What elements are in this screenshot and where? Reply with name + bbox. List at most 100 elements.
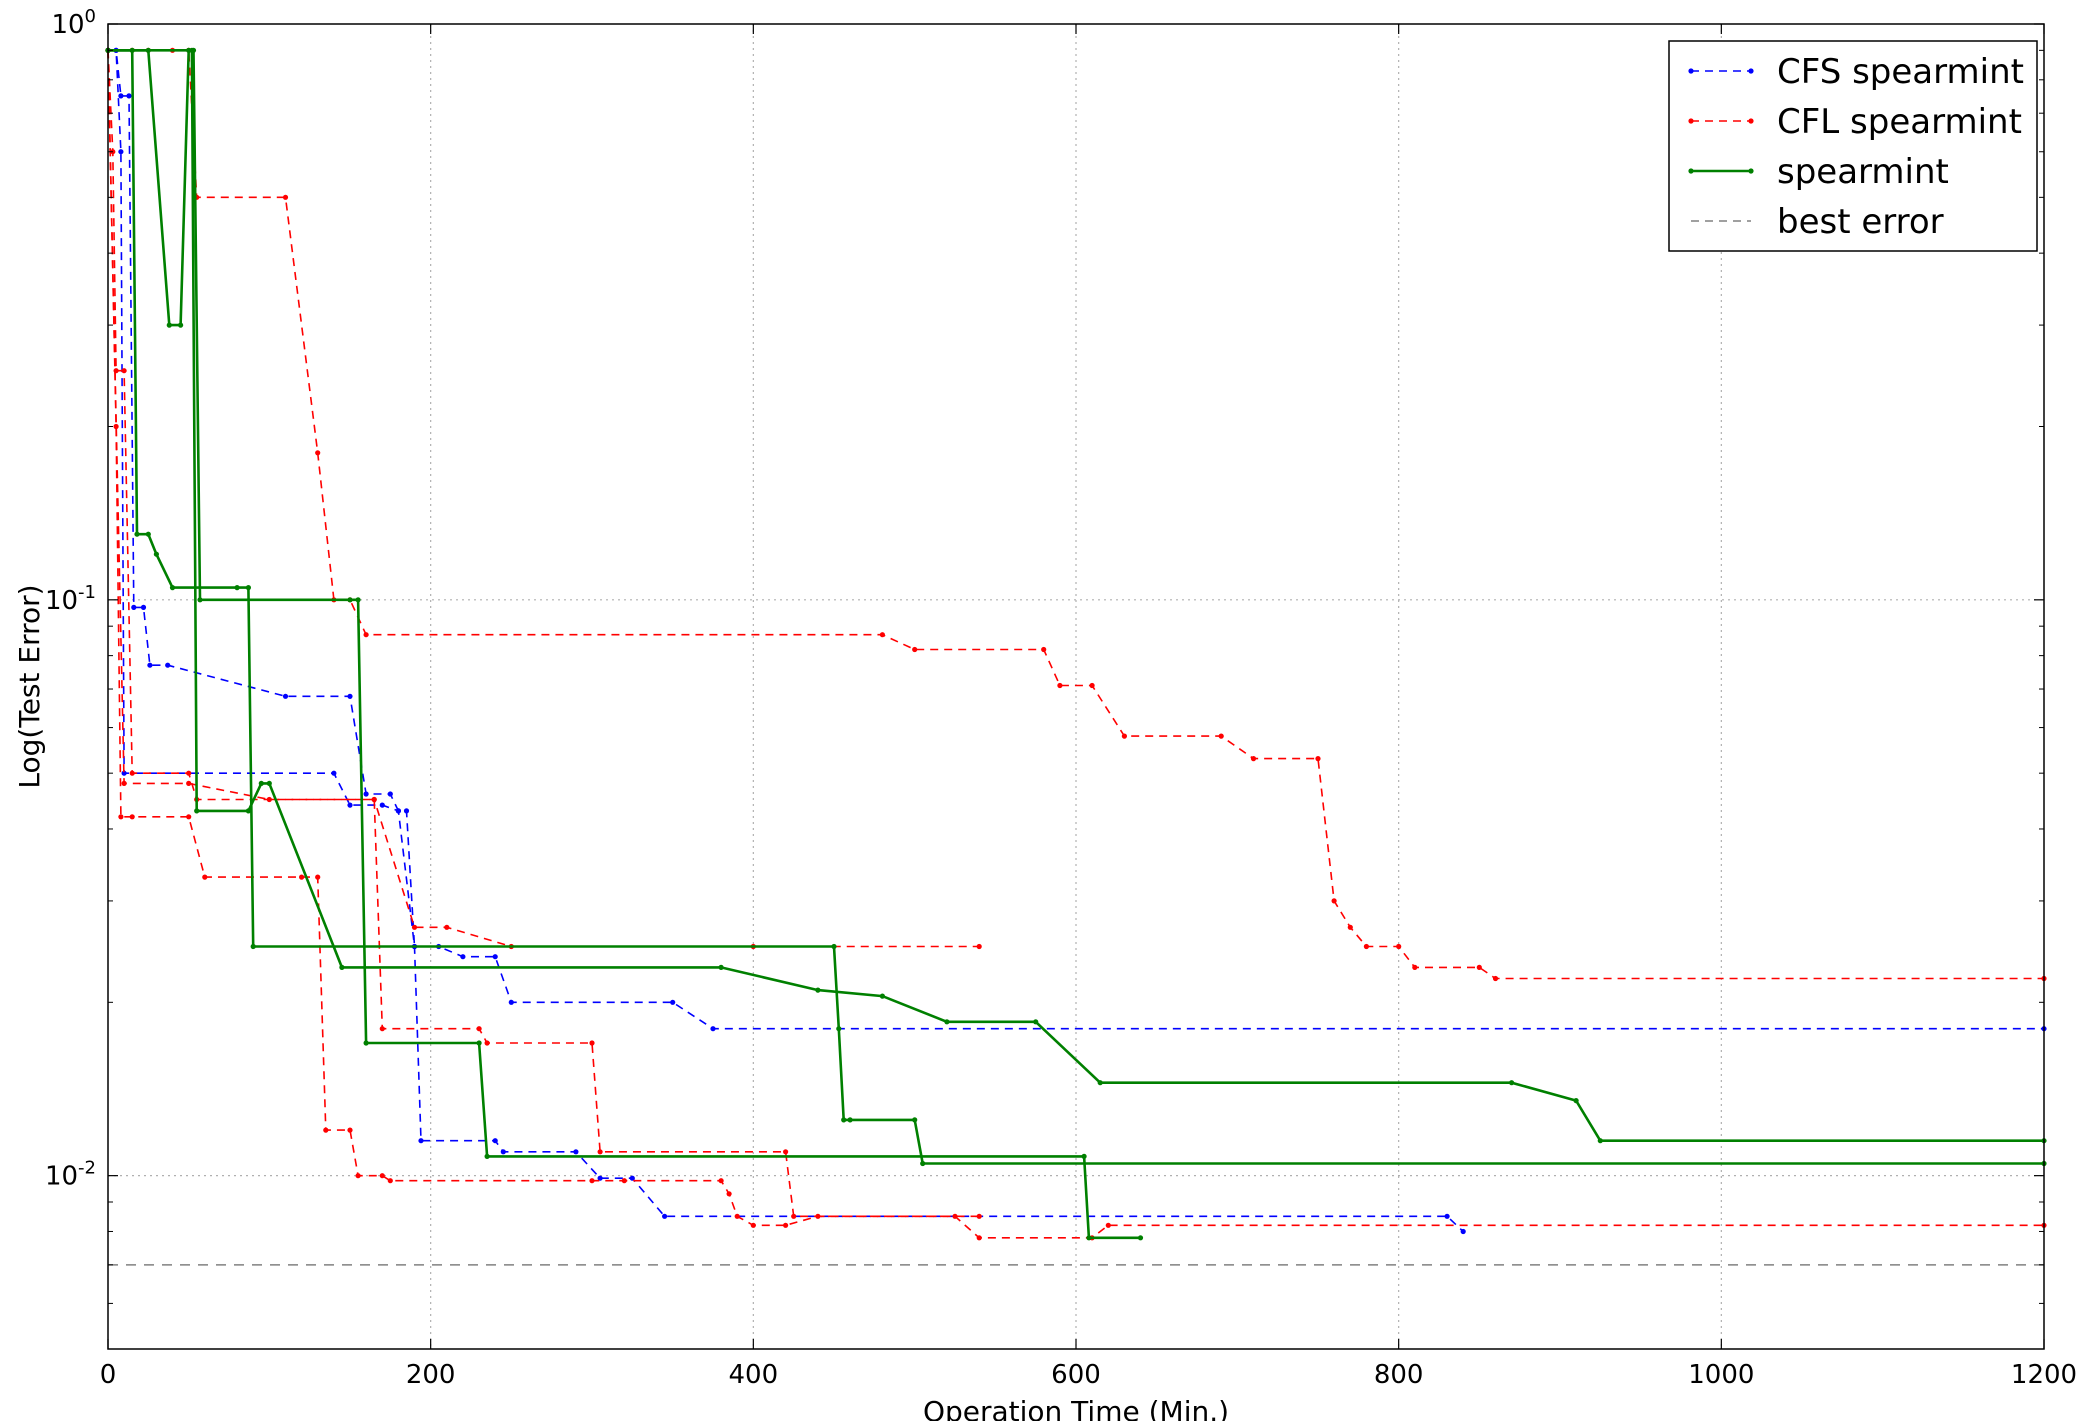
x-tick-label: 0 [100, 1360, 117, 1390]
cfs-spearmint-point [395, 808, 401, 814]
cfs-spearmint-point [508, 999, 514, 1005]
cfl-spearmint-point [1331, 898, 1337, 904]
cfl-spearmint-point [347, 1127, 353, 1133]
x-tick-label: 1000 [1688, 1360, 1754, 1390]
spearmint-point [1137, 1235, 1144, 1241]
legend-marker-cfl-spearmint [1688, 118, 1694, 124]
cfl-spearmint-point [371, 796, 377, 803]
spearmint-point [169, 585, 176, 591]
cfl-spearmint-point [1250, 756, 1257, 762]
cfl-spearmint-point [411, 924, 418, 930]
cfl-spearmint-point [379, 1026, 385, 1032]
legend-label-cfs-spearmint: CFS spearmint [1777, 52, 2024, 92]
cfl-spearmint-point [444, 924, 450, 930]
spearmint-point [363, 1040, 369, 1046]
spearmint-point [355, 597, 361, 603]
spearmint-point [831, 943, 837, 950]
cfl-spearmint-point [791, 1213, 797, 1219]
spearmint-point [197, 597, 203, 603]
spearmint-point [1081, 1153, 1087, 1159]
cfl-spearmint-point [750, 1222, 756, 1228]
cfl-spearmint-point [1347, 924, 1353, 930]
legend-marker-cfs-spearmint [1748, 68, 1754, 74]
cfs-spearmint-point [331, 770, 337, 776]
cfs-spearmint-point [165, 662, 171, 668]
spearmint-point [944, 1019, 950, 1025]
x-tick-label: 600 [1051, 1360, 1101, 1390]
cfl-spearmint-point [1396, 943, 1402, 950]
spearmint-point [189, 47, 195, 53]
legend-label-spearmint: spearmint [1777, 152, 1949, 192]
cfl-spearmint-point [718, 1178, 724, 1184]
cfl-spearmint-point [879, 632, 886, 638]
cfl-spearmint-point [734, 1213, 740, 1219]
cfl-spearmint-point [186, 814, 192, 820]
cfl-spearmint-point [129, 814, 135, 820]
cfl-spearmint-point [299, 874, 305, 880]
cfs-spearmint-point [347, 693, 353, 699]
cfs-spearmint-point [460, 954, 466, 960]
spearmint-run-2 [105, 47, 1144, 1241]
cfs-spearmint-point [147, 662, 153, 668]
cfs-spearmint-point [363, 791, 369, 797]
cfs-spearmint-point [710, 1026, 716, 1032]
cfs-spearmint-point [1460, 1228, 1466, 1235]
cfs-spearmint-point [121, 770, 127, 776]
spearmint-point [1097, 1080, 1103, 1086]
cfl-spearmint-point [186, 780, 192, 787]
y-tick-label: 100 [51, 6, 96, 40]
spearmint-point [245, 808, 251, 814]
cfl-spearmint-point [976, 943, 982, 950]
spearmint-point [920, 1160, 926, 1167]
cfl-spearmint-point [1315, 756, 1321, 762]
cfl-spearmint-point [484, 1040, 490, 1046]
cfs-spearmint-point [492, 954, 498, 960]
cfl-spearmint-point [1218, 733, 1224, 739]
spearmint-point [166, 322, 172, 328]
x-tick-label: 1200 [2011, 1360, 2077, 1390]
cfl-spearmint-point [315, 874, 321, 880]
cfs-spearmint-point [118, 149, 124, 155]
cfl-spearmint-point [266, 796, 272, 803]
spearmint-point [476, 1040, 482, 1046]
cfl-spearmint-point [621, 1178, 627, 1184]
legend-marker-cfs-spearmint [1688, 68, 1694, 74]
cfl-spearmint-point [387, 1178, 393, 1184]
cfs-spearmint-point [662, 1213, 668, 1219]
cfs-spearmint-point [131, 604, 137, 611]
cfl-spearmint-point [113, 423, 119, 430]
spearmint-point [718, 964, 724, 971]
legend-marker-spearmint [1748, 168, 1754, 174]
cfl-spearmint-line [107, 50, 980, 948]
cfl-spearmint-point [363, 632, 369, 638]
spearmint-point [153, 551, 159, 557]
cfl-spearmint-point [121, 368, 127, 374]
spearmint-point [134, 531, 140, 537]
spearmint-run-3 [105, 47, 2047, 1144]
spearmint-point [339, 964, 345, 971]
cfl-spearmint-point [315, 450, 321, 456]
spearmint-point [1573, 1098, 1579, 1104]
cfl-spearmint-point [1492, 975, 1499, 982]
cfl-spearmint-point [121, 780, 127, 787]
spearmint-point [815, 987, 821, 993]
cfl-spearmint-line [107, 50, 2044, 1239]
cfl-spearmint-point [912, 646, 918, 653]
spearmint-run-1 [105, 47, 2047, 1167]
legend: CFS spearmint CFL spearmint spearmint best … [1668, 40, 2038, 252]
cfl-spearmint-point [1121, 733, 1127, 739]
y-tick-label: 10-2 [45, 1158, 96, 1192]
legend-marker-cfl-spearmint [1748, 118, 1754, 124]
cfs-spearmint-point [140, 604, 147, 611]
cfl-spearmint-point [726, 1191, 732, 1197]
y-axis-title: Log(Test Error) [13, 584, 46, 788]
spearmint-point [841, 1117, 847, 1123]
grid [108, 24, 2044, 1349]
cfl-spearmint-point [202, 874, 208, 880]
cfs-spearmint-point [126, 93, 132, 99]
cfs-spearmint-point [500, 1149, 506, 1155]
cfs-spearmint-run-1 [105, 47, 2047, 1032]
spearmint-point [1086, 1235, 1092, 1241]
cfl-spearmint-point [1363, 943, 1369, 950]
cfl-spearmint-point [323, 1127, 329, 1133]
